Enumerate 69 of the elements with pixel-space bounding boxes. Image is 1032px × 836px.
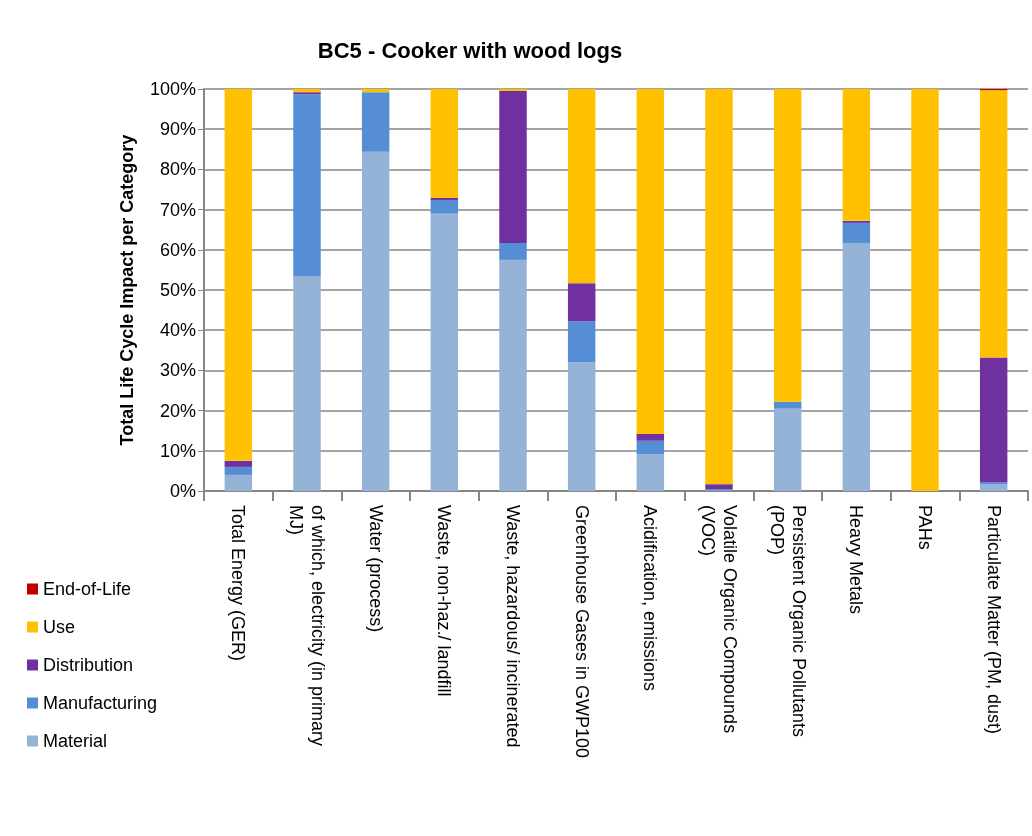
bar (705, 484, 733, 489)
bar (773, 401, 802, 409)
bar (430, 199, 459, 214)
y-tick-label: 90% (159, 119, 196, 140)
bar (979, 484, 1008, 491)
x-tick-label: Particulate Matter (PM, dust) (983, 505, 1004, 735)
x-tick-label: Persistent Organic Pollutants (POP) (766, 505, 809, 743)
bar (979, 482, 1008, 485)
bar (224, 460, 253, 467)
x-tick-label: Water (process) (365, 505, 386, 633)
bar (293, 275, 321, 491)
bar (567, 89, 596, 284)
bar (842, 222, 871, 243)
legend-label: Use (43, 617, 76, 637)
x-tick-label: Total Energy (GER) (228, 505, 249, 662)
x-tick-label: Acidification, emissions (640, 505, 661, 692)
y-tick-label: 100% (149, 79, 196, 99)
x-tick-label: Waste, non-haz./ landfill (434, 505, 455, 697)
bar (842, 89, 871, 221)
bar (499, 89, 527, 92)
y-tick-label: 60% (159, 239, 196, 260)
x-tick-label: PAHs (915, 505, 935, 550)
x-tick-label: Greenhouse Gases in GWP100 (571, 505, 592, 759)
legend-label: Distribution (43, 655, 134, 675)
y-axis-title: Total Life Cycle Impact per Category (117, 134, 137, 446)
bar (499, 91, 527, 243)
bar (430, 213, 459, 491)
bar (705, 89, 733, 485)
bar (773, 408, 802, 491)
bar (224, 474, 253, 491)
bar (293, 94, 321, 276)
bar (499, 242, 527, 260)
bar (636, 89, 665, 434)
bar (224, 89, 253, 461)
chart-title: BC5 - Cooker with wood logs (317, 37, 623, 63)
y-tick-label: 10% (159, 440, 196, 461)
bar (911, 89, 939, 491)
bar (499, 259, 527, 491)
y-tick-label: 30% (159, 360, 196, 381)
bar (636, 433, 665, 441)
bar (979, 90, 1008, 358)
y-tick-label: 50% (159, 280, 196, 300)
x-tick-label: Heavy Metals (846, 505, 867, 615)
bar (842, 242, 871, 491)
x-tick-label: of which, electricity (in primary MJ) (286, 505, 328, 752)
bar (361, 89, 390, 93)
bar (773, 89, 802, 402)
bar (842, 220, 871, 223)
x-tick-label: Volatile Organic Compounds (VOC) (698, 505, 740, 739)
x-tick-label: Waste, hazardous/ incinerated (503, 505, 523, 748)
y-tick-label: 70% (159, 199, 196, 220)
bar (224, 466, 253, 475)
bar (430, 197, 459, 200)
legend-label: End-of-Life (43, 579, 132, 599)
y-tick-label: 80% (159, 159, 196, 180)
bar (361, 151, 390, 491)
bar (636, 440, 665, 455)
bar (567, 362, 596, 491)
bar (430, 89, 459, 198)
bar (979, 357, 1008, 483)
legend-label: Manufacturing (43, 693, 158, 713)
bar (567, 321, 596, 363)
bar (636, 454, 665, 491)
legend-label: Material (43, 731, 108, 751)
bar (361, 92, 390, 152)
y-tick-label: 0% (169, 481, 196, 501)
y-tick-label: 20% (159, 400, 196, 421)
bar (567, 283, 596, 322)
y-tick-label: 40% (159, 320, 196, 341)
